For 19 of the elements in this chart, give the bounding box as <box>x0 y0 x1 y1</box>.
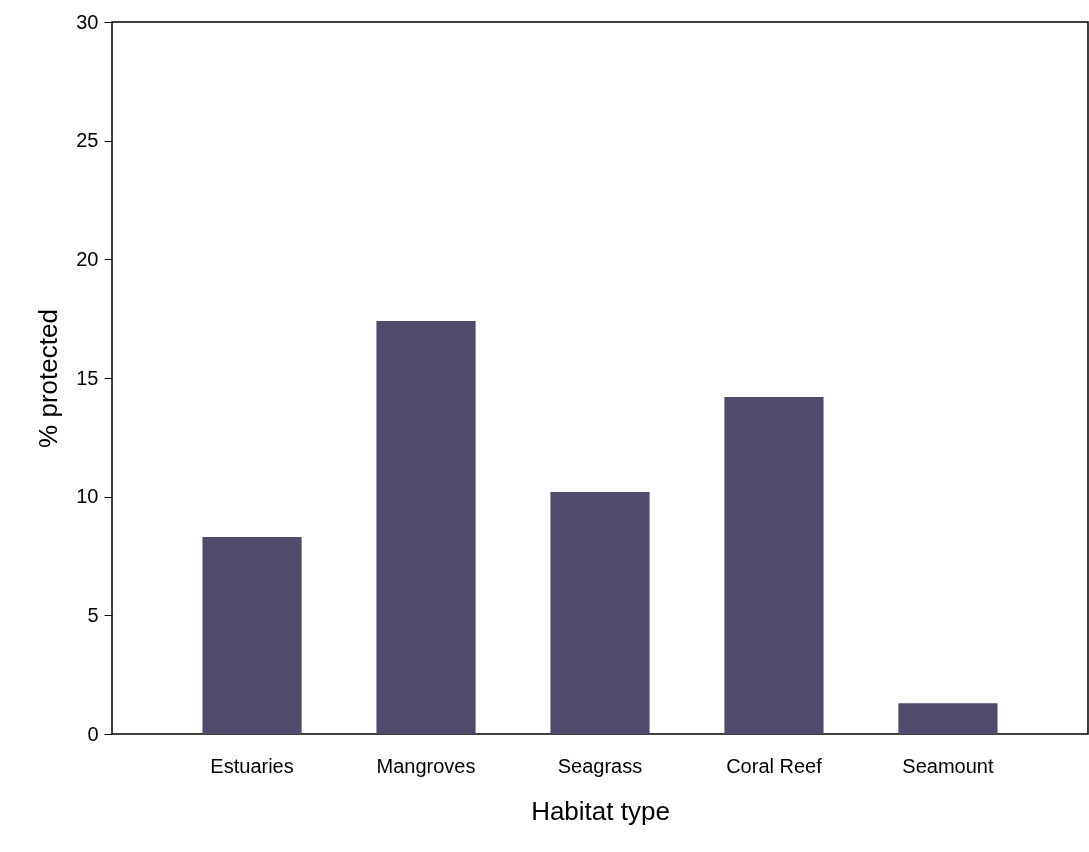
bar <box>550 491 650 734</box>
x-tick-label: Mangroves <box>376 754 476 777</box>
bar <box>898 703 998 734</box>
y-axis-title: % protected <box>33 309 64 448</box>
y-tick-label: 25 <box>76 129 99 152</box>
y-tick-label: 30 <box>76 10 99 33</box>
y-tick-label: 20 <box>76 247 99 270</box>
y-tick-label: 10 <box>76 485 99 508</box>
y-tick-label: 5 <box>87 603 99 626</box>
x-tick-label: Estuaries <box>210 754 294 777</box>
x-axis-title: Habitat type <box>531 795 670 826</box>
y-tick-label: 0 <box>87 722 99 745</box>
y-tick-label: 15 <box>76 366 99 389</box>
bar <box>724 396 824 734</box>
x-tick-label: Coral Reef <box>726 754 823 777</box>
x-tick-label: Seamount <box>902 754 994 777</box>
bar <box>376 321 476 734</box>
bar <box>202 537 302 734</box>
x-tick-label: Seagrass <box>557 754 643 777</box>
